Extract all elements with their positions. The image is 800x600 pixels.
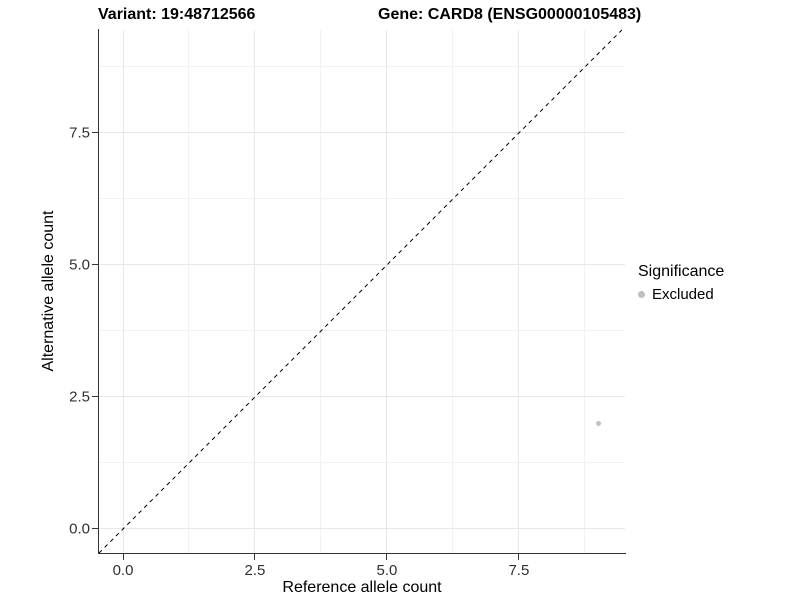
y-tick-mark — [92, 396, 98, 398]
minor-gridline-vertical — [320, 30, 322, 553]
minor-gridline-horizontal — [99, 66, 625, 68]
legend-item-label: Excluded — [652, 286, 714, 303]
x-axis-title: Reference allele count — [282, 579, 442, 596]
x-tick-mark — [254, 554, 256, 560]
x-tick-label: 7.5 — [508, 562, 530, 579]
y-tick-label: 2.5 — [69, 388, 90, 406]
minor-gridline-vertical — [452, 30, 454, 553]
major-gridline-vertical — [254, 30, 256, 553]
legend: Significance Excluded — [638, 263, 724, 303]
legend-title: Significance — [638, 263, 725, 280]
x-tick-mark — [386, 554, 388, 560]
data-point — [595, 420, 601, 426]
major-gridline-horizontal — [99, 132, 625, 134]
legend-key-dot-icon — [638, 291, 645, 298]
plot-title-variant: Variant: 19:48712566 — [98, 6, 256, 23]
x-tick-label: 5.0 — [376, 562, 398, 579]
major-gridline-horizontal — [99, 396, 625, 398]
identity-line — [98, 29, 623, 554]
major-gridline-vertical — [518, 30, 520, 553]
y-tick-mark — [92, 132, 98, 134]
y-tick-label: 7.5 — [69, 124, 90, 142]
y-tick-label: 5.0 — [69, 256, 90, 274]
x-tick-mark — [518, 554, 520, 560]
minor-gridline-horizontal — [99, 330, 625, 332]
y-tick-label: 0.0 — [69, 520, 90, 538]
x-tick-label: 0.0 — [112, 562, 134, 579]
y-axis-line — [98, 29, 99, 554]
x-axis-line — [98, 553, 626, 554]
legend-item-excluded: Excluded — [638, 286, 724, 303]
plot-title-gene: Gene: CARD8 (ENSG00000105483) — [378, 6, 642, 23]
x-tick-label: 2.5 — [244, 562, 266, 579]
minor-gridline-horizontal — [99, 198, 625, 200]
major-gridline-vertical — [122, 30, 124, 553]
x-tick-mark — [122, 554, 124, 560]
major-gridline-horizontal — [99, 264, 625, 266]
y-tick-mark — [92, 528, 98, 530]
minor-gridline-vertical — [584, 30, 586, 553]
y-axis-title: Alternative allele count — [40, 210, 57, 372]
y-tick-mark — [92, 264, 98, 266]
plot-panel: 0.0 2.5 5.0 7.5 0.0 2.5 5.0 7.5 — [69, 29, 625, 578]
minor-gridline-vertical — [188, 30, 190, 553]
minor-gridline-horizontal — [99, 462, 625, 464]
major-gridline-horizontal — [99, 528, 625, 530]
major-gridline-vertical — [386, 30, 388, 553]
